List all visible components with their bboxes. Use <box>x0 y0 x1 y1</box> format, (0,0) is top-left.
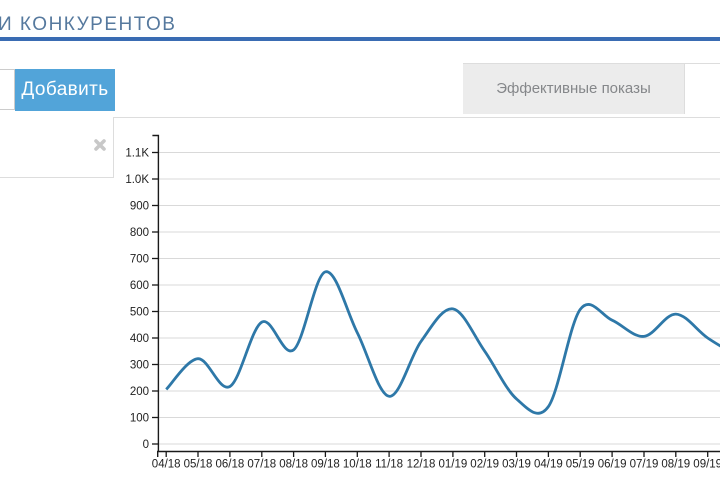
svg-text:07/18: 07/18 <box>247 459 276 471</box>
svg-text:04/18: 04/18 <box>152 459 181 471</box>
svg-text:07/19: 07/19 <box>630 459 659 471</box>
svg-text:08/19: 08/19 <box>661 459 690 471</box>
svg-text:1.0K: 1.0K <box>125 174 149 186</box>
svg-text:800: 800 <box>130 227 149 239</box>
svg-text:05/19: 05/19 <box>566 459 595 471</box>
svg-text:300: 300 <box>130 360 149 372</box>
svg-text:500: 500 <box>130 307 149 319</box>
svg-text:09/19: 09/19 <box>693 459 720 471</box>
svg-text:05/18: 05/18 <box>184 459 213 471</box>
svg-text:10/18: 10/18 <box>343 459 372 471</box>
svg-text:600: 600 <box>130 280 149 292</box>
svg-text:1.1K: 1.1K <box>125 148 149 160</box>
svg-text:03/19: 03/19 <box>502 459 531 471</box>
svg-text:06/18: 06/18 <box>216 459 245 471</box>
svg-text:12/18: 12/18 <box>407 459 436 471</box>
svg-text:400: 400 <box>130 333 149 345</box>
svg-text:200: 200 <box>130 386 149 398</box>
svg-text:900: 900 <box>130 201 149 213</box>
svg-text:06/19: 06/19 <box>598 459 627 471</box>
svg-text:100: 100 <box>130 413 149 425</box>
svg-text:04/19: 04/19 <box>534 459 563 471</box>
svg-text:09/18: 09/18 <box>311 459 340 471</box>
svg-text:0: 0 <box>143 439 149 451</box>
svg-text:01/19: 01/19 <box>439 459 468 471</box>
svg-text:11/18: 11/18 <box>375 459 403 471</box>
svg-text:02/19: 02/19 <box>470 459 499 471</box>
svg-text:08/18: 08/18 <box>279 459 308 471</box>
svg-text:700: 700 <box>130 254 149 266</box>
